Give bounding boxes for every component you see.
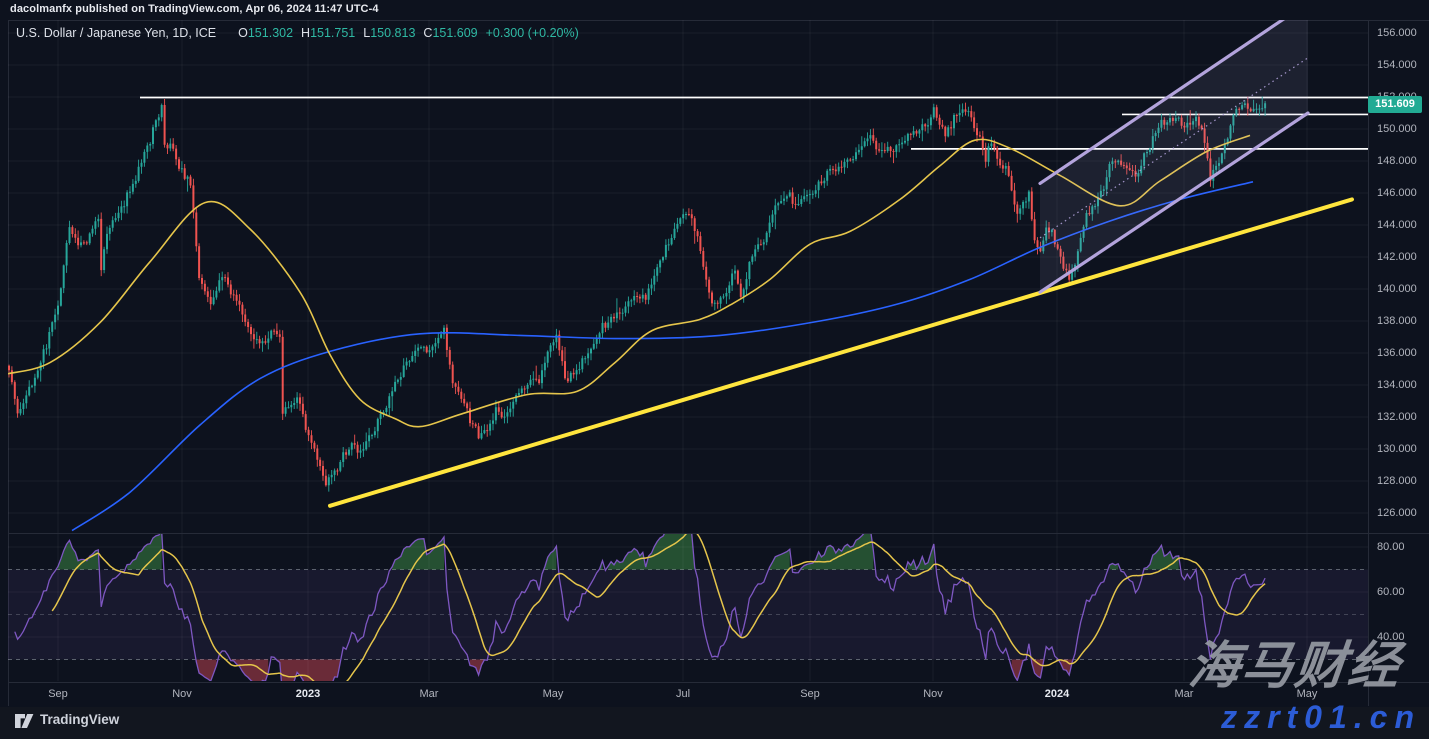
high-label: H bbox=[301, 26, 311, 40]
last-price-label: 151.609 bbox=[1368, 96, 1422, 113]
open-label: O bbox=[238, 26, 248, 40]
price-tick-label: 128.000 bbox=[1377, 475, 1417, 487]
low-label: L bbox=[363, 26, 371, 40]
low-value: 150.813 bbox=[370, 26, 416, 40]
symbol-legend[interactable]: U.S. Dollar / Japanese Yen, 1D, ICE O151.… bbox=[16, 26, 579, 40]
trendline bbox=[328, 197, 1354, 508]
rsi-ma-line bbox=[51, 534, 1266, 681]
tradingview-brand[interactable]: TradingView bbox=[40, 712, 120, 727]
price-tick-label: 142.000 bbox=[1377, 251, 1417, 263]
price-tick-label: 140.000 bbox=[1377, 283, 1417, 295]
pane-separator[interactable] bbox=[8, 533, 1429, 534]
price-tick-label: 134.000 bbox=[1377, 379, 1417, 391]
time-tick-label: 2023 bbox=[295, 688, 321, 700]
time-tick-label: Mar bbox=[1174, 688, 1194, 700]
time-tick-label: Nov bbox=[923, 688, 943, 700]
channel-mid-line bbox=[1039, 57, 1309, 239]
rsi-pane bbox=[8, 534, 1368, 681]
rsi-tick-label: 60.00 bbox=[1377, 586, 1405, 598]
watermark-url: zzrt01.cn bbox=[1221, 699, 1421, 735]
price-tick-label: 150.000 bbox=[1377, 123, 1417, 135]
price-tick-label: 126.000 bbox=[1377, 507, 1417, 519]
close-label: C bbox=[423, 26, 433, 40]
time-tick-label: Nov bbox=[172, 688, 192, 700]
tradingview-logo-icon[interactable] bbox=[15, 713, 37, 734]
price-tick-label: 148.000 bbox=[1377, 155, 1417, 167]
price-tick-label: 130.000 bbox=[1377, 443, 1417, 455]
publish-info: dacolmanfx published on TradingView.com,… bbox=[10, 3, 379, 15]
high-value: 151.751 bbox=[310, 26, 356, 40]
channel-lower-line bbox=[1038, 111, 1310, 294]
rsi-tick-label: 80.00 bbox=[1377, 541, 1405, 553]
ma-fast-line bbox=[8, 134, 1251, 428]
ma-slow-line bbox=[71, 181, 1254, 532]
time-tick-label: Sep bbox=[800, 688, 820, 700]
time-tick-label: 2024 bbox=[1044, 688, 1070, 700]
time-tick-label: Jul bbox=[675, 688, 691, 700]
price-tick-label: 136.000 bbox=[1377, 347, 1417, 359]
price-tick-label: 154.000 bbox=[1377, 59, 1417, 71]
price-axis-border[interactable] bbox=[1368, 20, 1369, 706]
price-tick-label: 144.000 bbox=[1377, 219, 1417, 231]
close-value: 151.609 bbox=[432, 26, 478, 40]
rsi-tick-label: 40.00 bbox=[1377, 631, 1405, 643]
price-tick-label: 156.000 bbox=[1377, 27, 1417, 39]
pane-left-border bbox=[8, 20, 9, 706]
price-tick-label: 132.000 bbox=[1377, 411, 1417, 423]
channel-fill bbox=[1040, 20, 1308, 293]
change-value: +0.300 (+0.20%) bbox=[485, 26, 579, 40]
time-tick-label: May bbox=[542, 688, 564, 700]
footer-bar: TradingView bbox=[0, 707, 1429, 739]
main-pane bbox=[8, 20, 1368, 532]
rsi-line bbox=[14, 534, 1266, 681]
watermark-cn: 海马财经 bbox=[1186, 637, 1405, 694]
time-tick-label: May bbox=[1296, 688, 1318, 700]
symbol-title: U.S. Dollar / Japanese Yen, 1D, ICE bbox=[16, 26, 217, 40]
open-value: 151.302 bbox=[247, 26, 294, 40]
down-candle-wicks bbox=[8, 96, 1252, 487]
rsi-band-fill bbox=[8, 569, 1368, 660]
price-tick-label: 146.000 bbox=[1377, 187, 1417, 199]
header-separator bbox=[8, 20, 1429, 21]
price-tick-label: 138.000 bbox=[1377, 315, 1417, 327]
time-axis-border bbox=[8, 682, 1429, 683]
channel-upper-line bbox=[1038, 20, 1286, 185]
time-tick-label: Mar bbox=[419, 688, 439, 700]
time-tick-label: Sep bbox=[48, 688, 68, 700]
